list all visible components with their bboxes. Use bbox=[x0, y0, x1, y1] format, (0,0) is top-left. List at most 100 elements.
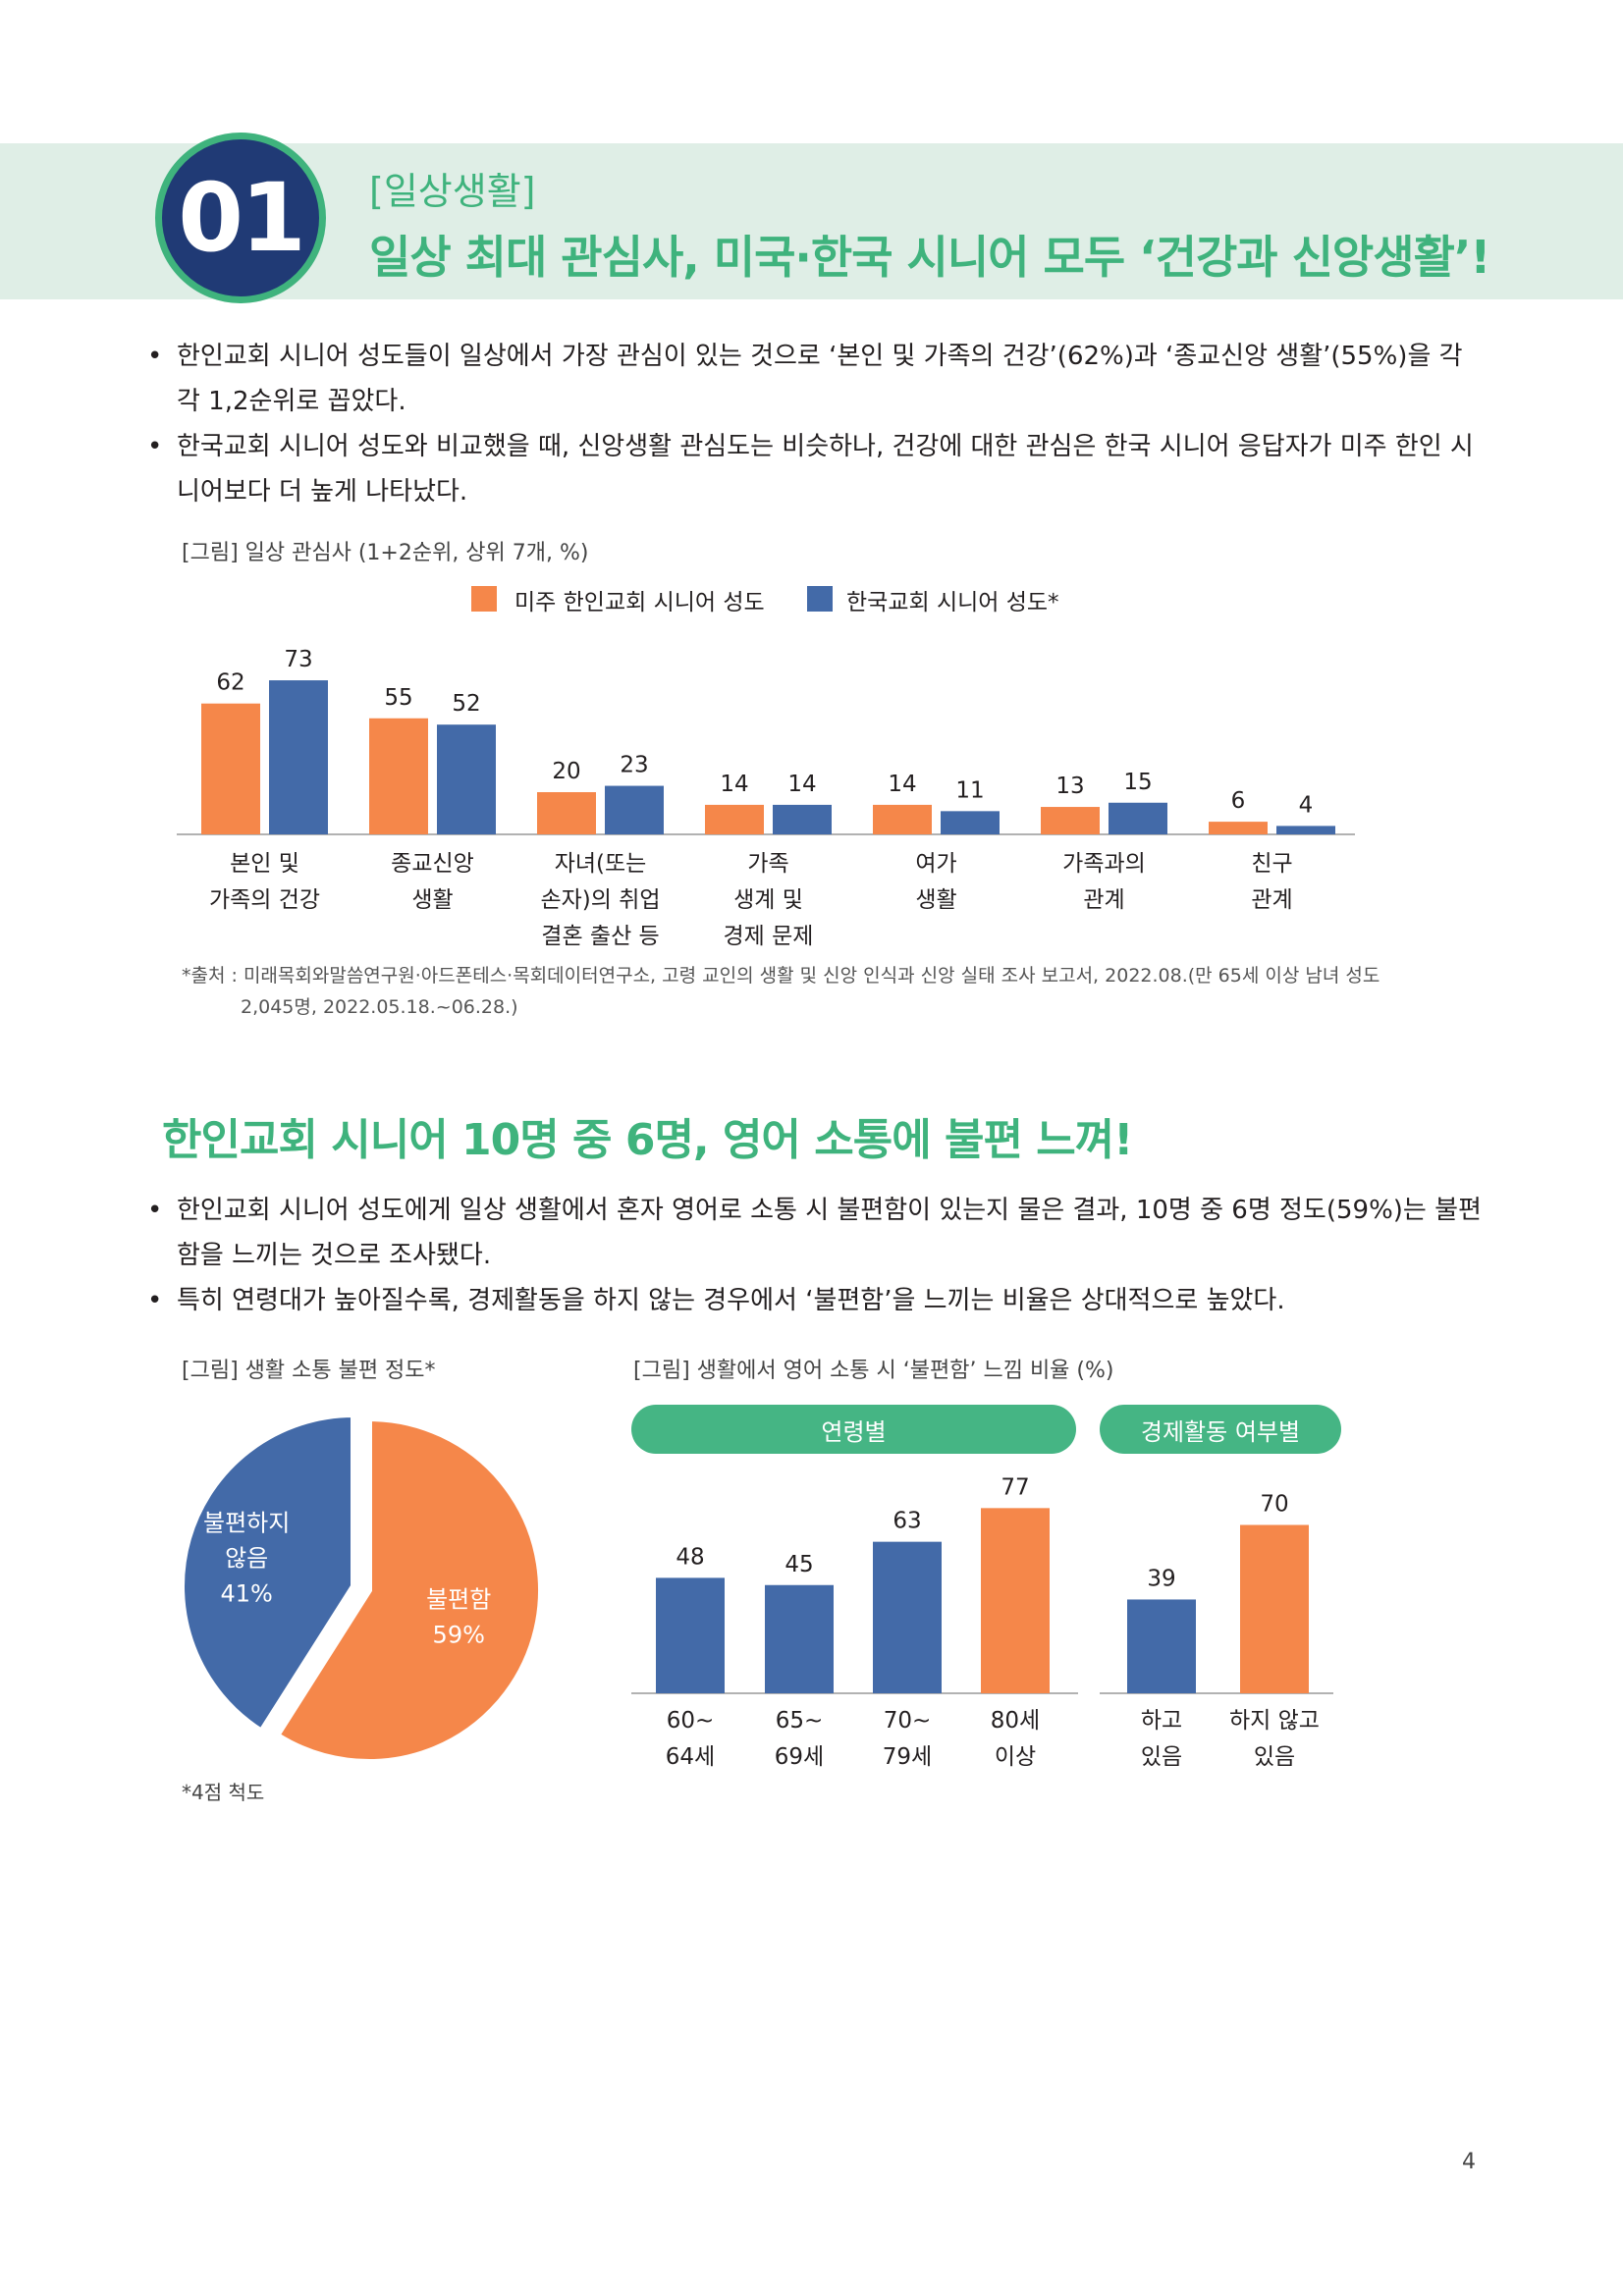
section-number-badge: 01 bbox=[155, 133, 326, 303]
bar-caption: [그림] 생활에서 영어 소통 시 ‘불편함’ 느낌 비율 (%) bbox=[633, 1359, 1114, 1383]
bar-kr-1 bbox=[437, 724, 496, 834]
bar-value-0-1: 45 bbox=[784, 1552, 813, 1577]
pie-slice-1 bbox=[179, 1411, 356, 1735]
bar-value-us-2: 20 bbox=[552, 759, 580, 784]
bar-us-5 bbox=[1041, 807, 1100, 834]
category-label-0-1: 69세 bbox=[775, 1744, 824, 1770]
bar-us-4 bbox=[873, 804, 932, 834]
bar-us-6 bbox=[1209, 822, 1268, 834]
category-label-3: 경제 문제 bbox=[724, 924, 814, 949]
bar-us-3 bbox=[705, 804, 764, 834]
bar-value-1-1: 70 bbox=[1260, 1492, 1288, 1518]
bar-value-0-2: 63 bbox=[893, 1509, 921, 1534]
category-label-0-0: 60~ bbox=[667, 1708, 715, 1734]
pie-slice-0 bbox=[273, 1415, 544, 1765]
bar-0-1 bbox=[765, 1584, 834, 1693]
category-label-1-1: 있음 bbox=[1254, 1744, 1295, 1770]
category-label-1: 종교신앙 bbox=[391, 851, 474, 877]
bar-kr-5 bbox=[1109, 802, 1167, 834]
bar-value-us-5: 13 bbox=[1055, 774, 1084, 799]
pill-econ: 경제활동 여부별 bbox=[1100, 1405, 1341, 1454]
page-number: 4 bbox=[1462, 2150, 1476, 2174]
category-label-4: 생활 bbox=[915, 887, 956, 913]
bullet-1: 한인교회 시니어 성도들이 일상에서 가장 관심이 있는 것으로 ‘본인 및 가… bbox=[147, 334, 1483, 424]
category-label-2: 손자)의 취업 bbox=[540, 887, 660, 913]
category-label-2: 결혼 출산 등 bbox=[541, 924, 659, 949]
legend-label-us: 미주 한인교회 시니어 성도 bbox=[514, 590, 765, 615]
bar-value-us-1: 55 bbox=[384, 685, 412, 711]
bar-kr-6 bbox=[1276, 826, 1335, 834]
bar-value-kr-0: 73 bbox=[284, 647, 312, 672]
section-title: 일상 최대 관심사, 미국·한국 시니어 모두 ‘건강과 신앙생활’! bbox=[369, 231, 1490, 284]
category-label-2: 자녀(또는 bbox=[555, 851, 647, 877]
bar-kr-2 bbox=[605, 785, 664, 834]
bar-1-0 bbox=[1127, 1599, 1196, 1693]
pill-age: 연령별 bbox=[631, 1405, 1076, 1454]
bar-value-us-0: 62 bbox=[216, 670, 244, 696]
pie-label-1: 불편하지 bbox=[203, 1510, 290, 1537]
category-label-6: 관계 bbox=[1251, 887, 1292, 913]
category-label-4: 여가 bbox=[915, 851, 956, 877]
figure1-caption: [그림] 일상 관심사 (1+2순위, 상위 7개, %) bbox=[182, 541, 589, 565]
bar-0-2 bbox=[873, 1541, 942, 1693]
category-label-3: 생계 및 bbox=[733, 887, 803, 913]
bar-value-kr-2: 23 bbox=[620, 753, 648, 778]
pie-label-1: 않음 bbox=[225, 1545, 268, 1573]
category-label-0-3: 80세 bbox=[991, 1708, 1040, 1734]
bar-value-kr-5: 15 bbox=[1123, 770, 1152, 795]
pie-caption: [그림] 생활 소통 불편 정도* bbox=[182, 1359, 436, 1383]
bar-kr-4 bbox=[941, 811, 1000, 834]
bar-kr-3 bbox=[773, 804, 832, 834]
category-label-0: 본인 및 bbox=[230, 851, 299, 877]
category-label-0-2: 70~ bbox=[884, 1708, 932, 1734]
bar-value-kr-3: 14 bbox=[787, 772, 816, 797]
bar-0-3 bbox=[981, 1508, 1050, 1693]
bar-kr-0 bbox=[269, 680, 328, 834]
bar-value-1-0: 39 bbox=[1147, 1566, 1175, 1591]
category-label-0-2: 79세 bbox=[883, 1744, 932, 1770]
pie-label-0: 불편함 bbox=[426, 1586, 491, 1614]
section-subtitle: [일상생활] bbox=[369, 170, 536, 213]
source-line-1: *출처 : 미래목회와말씀연구원·아드폰테스·목회데이터연구소, 고령 교인의 … bbox=[182, 965, 1380, 987]
bar-us-2 bbox=[537, 792, 596, 834]
bar-1-1 bbox=[1240, 1524, 1309, 1693]
category-label-0: 가족의 건강 bbox=[209, 887, 320, 913]
legend-swatch-kr bbox=[807, 586, 833, 612]
pie-note: *4점 척도 bbox=[182, 1781, 265, 1804]
category-label-1-0: 있음 bbox=[1141, 1744, 1182, 1770]
bar-0-0 bbox=[656, 1577, 725, 1693]
category-label-3: 가족 bbox=[747, 851, 788, 877]
bullet-2: 한국교회 시니어 성도와 비교했을 때, 신앙생활 관심도는 비슷하나, 건강에… bbox=[147, 424, 1483, 514]
bullet-3: 한인교회 시니어 성도에게 일상 생활에서 혼자 영어로 소통 시 불편함이 있… bbox=[147, 1188, 1483, 1278]
bar-value-kr-1: 52 bbox=[452, 691, 480, 717]
category-label-0-1: 65~ bbox=[776, 1708, 824, 1734]
source-note: *출처 : 미래목회와말씀연구원·아드폰테스·목회데이터연구소, 고령 교인의 … bbox=[182, 960, 1468, 1023]
category-label-0-3: 이상 bbox=[995, 1744, 1036, 1770]
bar-value-0-0: 48 bbox=[676, 1544, 704, 1570]
bullet-4: 특히 연령대가 높아질수록, 경제활동을 하지 않는 경우에서 ‘불편함’을 느… bbox=[147, 1278, 1483, 1323]
bar-value-us-4: 14 bbox=[888, 772, 916, 797]
category-label-0-0: 64세 bbox=[666, 1744, 715, 1770]
section2-title: 한인교회 시니어 10명 중 6명, 영어 소통에 불편 느껴! bbox=[162, 1115, 1133, 1165]
category-label-5: 가족과의 bbox=[1062, 851, 1146, 877]
pie-label-1: 41% bbox=[220, 1580, 272, 1608]
legend-label-kr: 한국교회 시니어 성도* bbox=[846, 590, 1059, 615]
pie-label-0: 59% bbox=[433, 1622, 485, 1649]
bar-value-us-3: 14 bbox=[720, 772, 748, 797]
category-label-1: 생활 bbox=[411, 887, 453, 913]
category-label-5: 관계 bbox=[1083, 887, 1124, 913]
bar-value-kr-4: 11 bbox=[955, 777, 984, 803]
bar-value-0-3: 77 bbox=[1001, 1474, 1029, 1500]
bar-us-0 bbox=[201, 703, 260, 834]
category-label-6: 친구 bbox=[1251, 851, 1292, 877]
bar-value-kr-6: 4 bbox=[1299, 792, 1314, 818]
category-label-1-0: 하고 bbox=[1141, 1708, 1182, 1734]
bar-us-1 bbox=[369, 718, 428, 834]
legend-swatch-us bbox=[471, 586, 497, 612]
category-label-1-1: 하지 않고 bbox=[1229, 1708, 1320, 1734]
source-line-2: 2,045명, 2022.05.18.~06.28.) bbox=[241, 996, 518, 1018]
bar-value-us-6: 6 bbox=[1231, 788, 1246, 814]
